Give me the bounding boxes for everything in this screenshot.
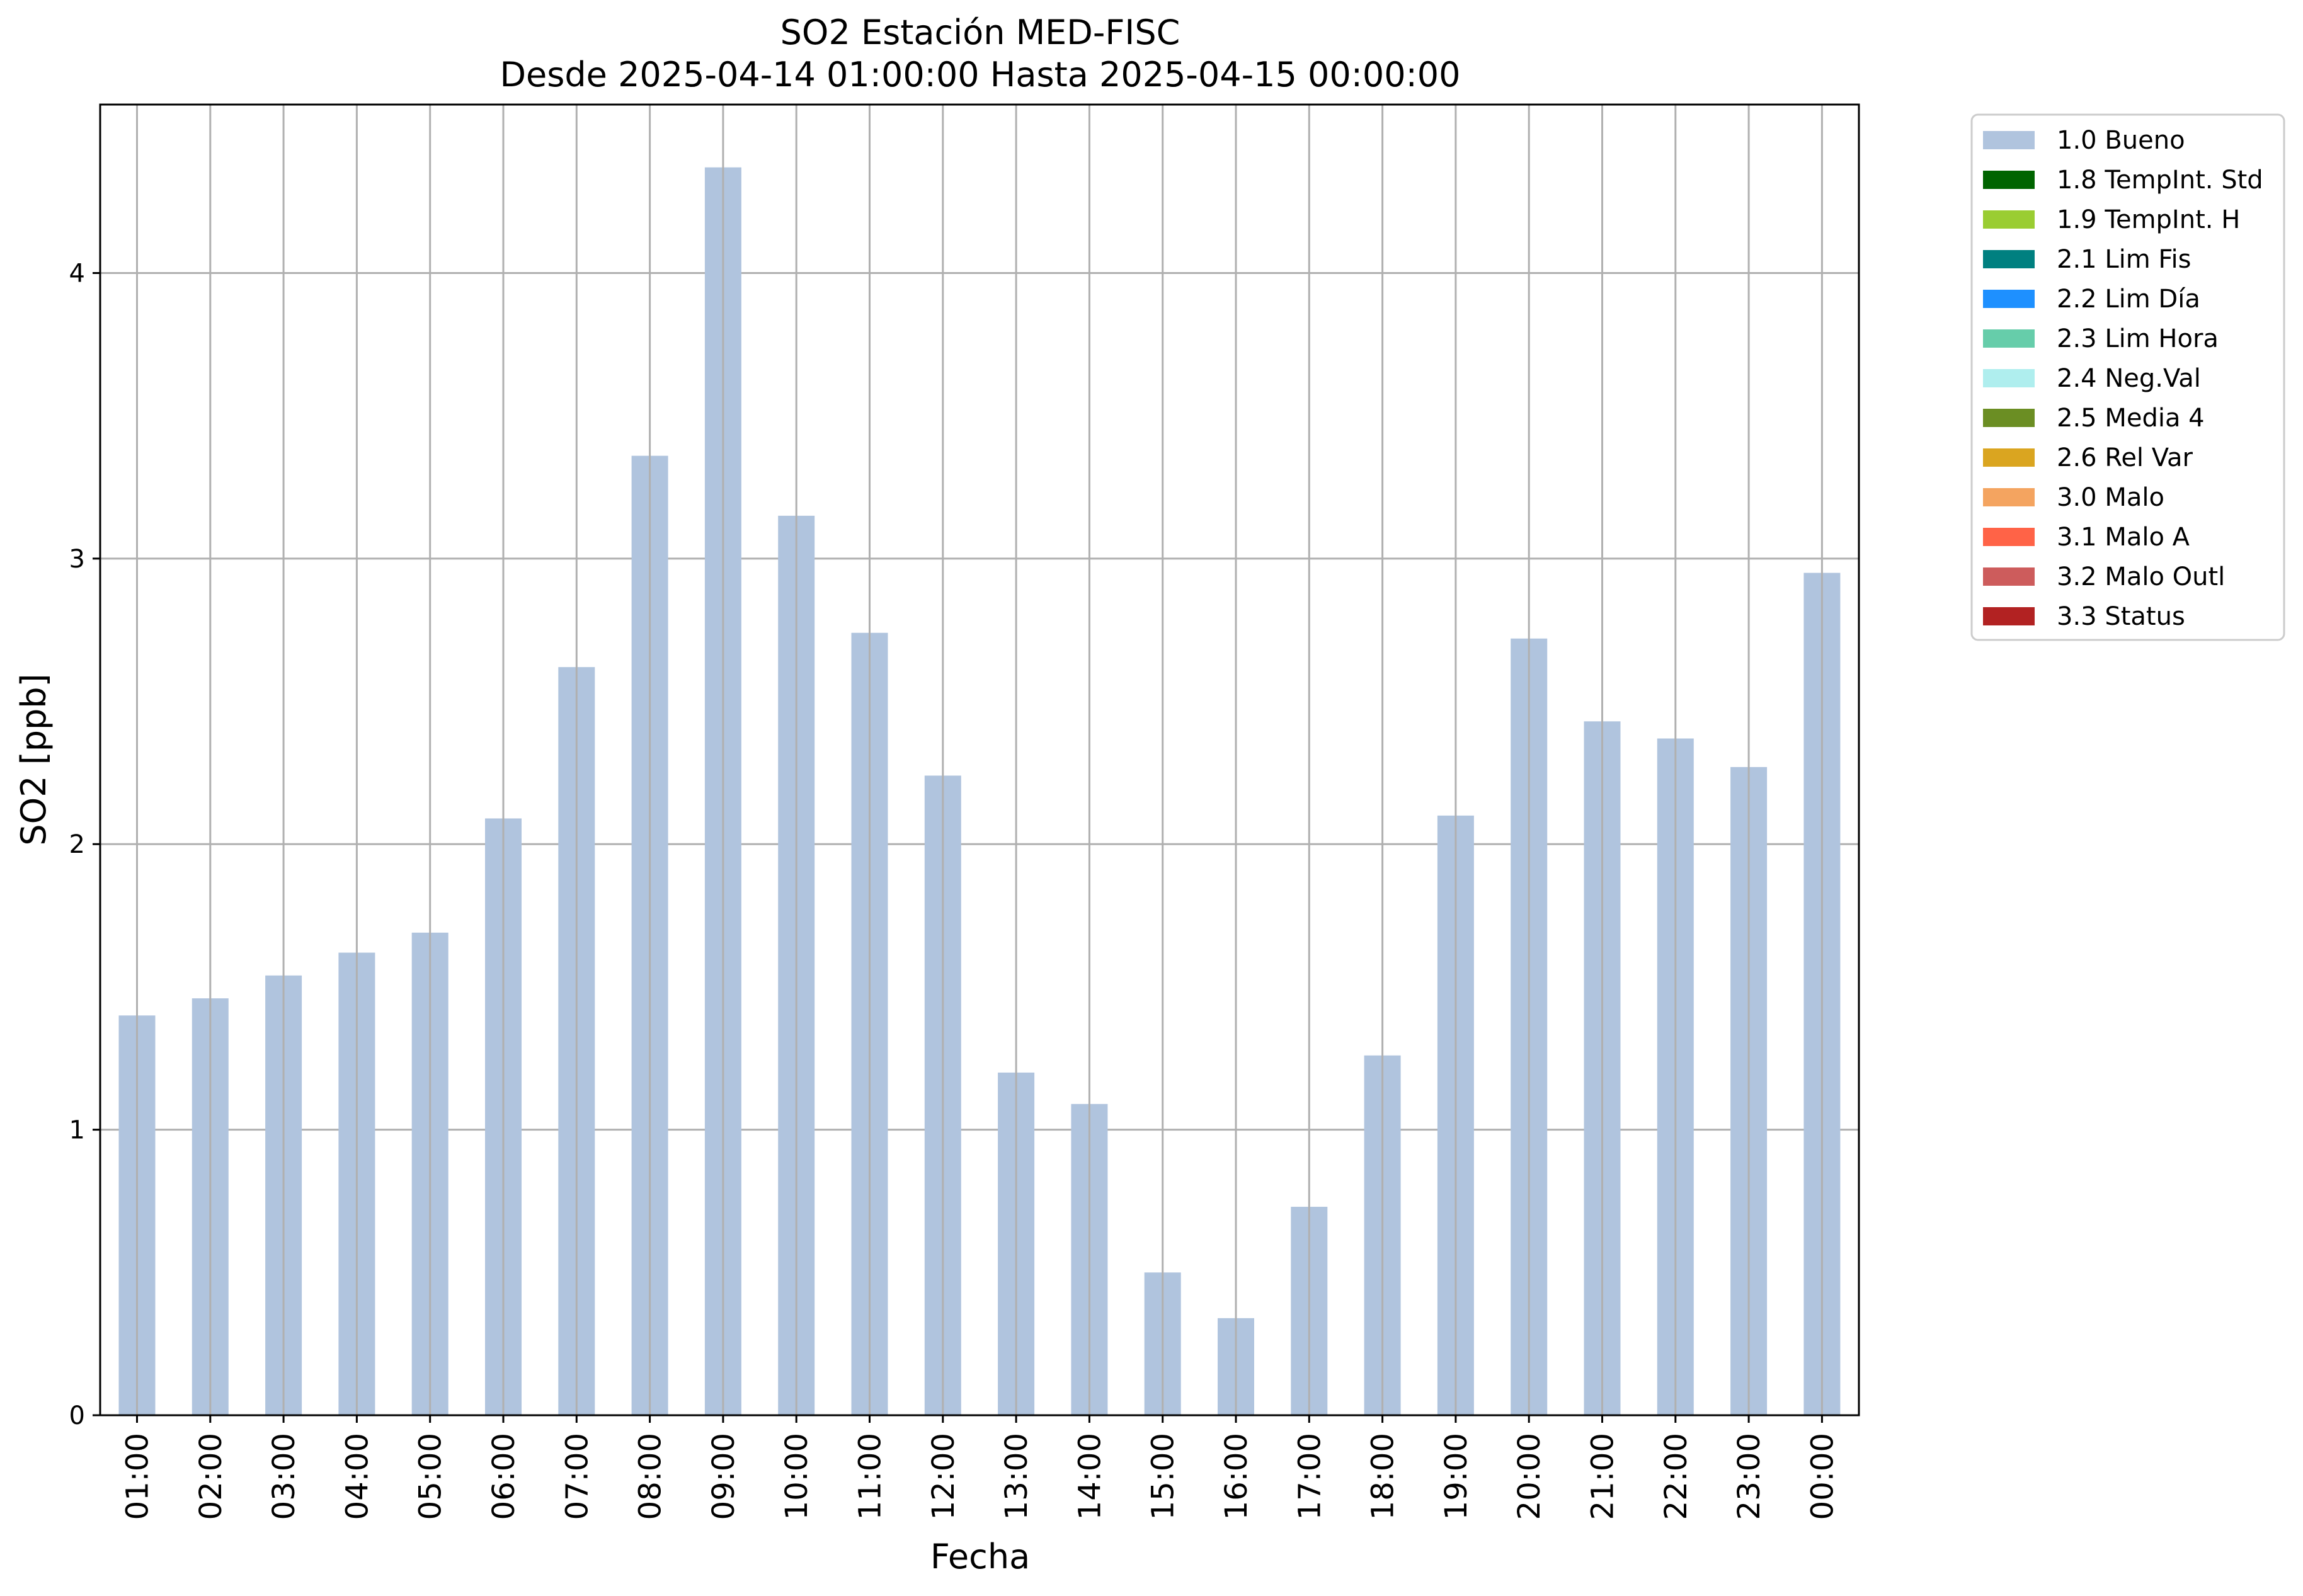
legend-label: 2.5 Media 4 bbox=[2057, 404, 2205, 433]
legend-label: 1.0 Bueno bbox=[2057, 126, 2185, 155]
legend-swatch bbox=[1983, 448, 2035, 467]
legend-swatch bbox=[1983, 250, 2035, 268]
y-axis-label: SO2 [ppb] bbox=[14, 673, 54, 845]
legend-swatch bbox=[1983, 171, 2035, 189]
y-tick-label: 1 bbox=[69, 1116, 85, 1145]
x-tick-label: 00:00 bbox=[1805, 1433, 1840, 1520]
x-tick-label: 02:00 bbox=[193, 1433, 229, 1520]
legend-label: 2.4 Neg.Val bbox=[2057, 364, 2201, 393]
y-tick-label: 3 bbox=[69, 545, 85, 574]
legend-swatch bbox=[1983, 369, 2035, 387]
x-tick-label: 13:00 bbox=[999, 1433, 1034, 1520]
legend-label: 3.2 Malo Outl bbox=[2057, 562, 2225, 591]
legend: 1.0 Bueno 1.8 TempInt. Std 1.9 TempInt. H 2… bbox=[1970, 113, 2285, 641]
x-tick-label: 16:00 bbox=[1219, 1433, 1254, 1520]
y-tick-label: 0 bbox=[69, 1401, 85, 1430]
x-tick-label: 12:00 bbox=[926, 1433, 961, 1520]
x-tick-label: 23:00 bbox=[1732, 1433, 1767, 1520]
x-tick-label: 03:00 bbox=[266, 1433, 302, 1520]
legend-label: 2.3 Lim Hora bbox=[2057, 324, 2219, 353]
legend-swatch bbox=[1983, 131, 2035, 149]
x-tick-label: 07:00 bbox=[559, 1433, 595, 1520]
x-tick-label: 09:00 bbox=[706, 1433, 741, 1520]
x-tick-label: 22:00 bbox=[1659, 1433, 1694, 1520]
legend-label: 1.9 TempInt. H bbox=[2057, 205, 2240, 234]
x-tick-label: 11:00 bbox=[853, 1433, 888, 1520]
x-tick-label: 15:00 bbox=[1146, 1433, 1181, 1520]
legend-box bbox=[1970, 113, 2285, 641]
legend-label: 3.1 Malo A bbox=[2057, 523, 2190, 552]
x-tick-label: 04:00 bbox=[340, 1433, 375, 1520]
x-tick-label: 05:00 bbox=[413, 1433, 449, 1520]
x-tick-label: 10:00 bbox=[779, 1433, 814, 1520]
x-tick-label: 19:00 bbox=[1439, 1433, 1474, 1520]
legend-swatch bbox=[1983, 567, 2035, 586]
legend-swatch bbox=[1983, 329, 2035, 348]
legend-label: 3.3 Status bbox=[2057, 602, 2185, 631]
x-tick-label: 17:00 bbox=[1292, 1433, 1327, 1520]
chart-title: SO2 Estación MED-FISC bbox=[780, 13, 1180, 52]
x-tick-label: 06:00 bbox=[486, 1433, 522, 1520]
x-tick-label: 18:00 bbox=[1366, 1433, 1401, 1520]
legend-swatch bbox=[1983, 528, 2035, 546]
x-tick-label: 08:00 bbox=[633, 1433, 668, 1520]
plot-area-frame bbox=[99, 103, 1860, 1416]
x-tick-label: 20:00 bbox=[1512, 1433, 1547, 1520]
legend-label: 2.6 Rel Var bbox=[2057, 443, 2193, 472]
x-grid-lines bbox=[136, 105, 1823, 1415]
chart-subtitle: Desde 2025-04-14 01:00:00 Hasta 2025-04-… bbox=[500, 55, 1460, 94]
legend-label: 2.2 Lim Día bbox=[2057, 285, 2200, 314]
legend-swatch bbox=[1983, 488, 2035, 506]
x-tick-label: 14:00 bbox=[1072, 1433, 1107, 1520]
y-tick-label: 4 bbox=[69, 259, 85, 288]
legend-swatch bbox=[1983, 607, 2035, 625]
legend-swatch bbox=[1983, 409, 2035, 427]
y-tick-label: 2 bbox=[69, 830, 85, 859]
x-axis-label: Fecha bbox=[930, 1537, 1030, 1576]
bars bbox=[118, 167, 1841, 1416]
legend-label: 2.1 Lim Fis bbox=[2057, 245, 2191, 274]
x-tick-label: 21:00 bbox=[1586, 1433, 1621, 1520]
legend-label: 1.8 TempInt. Std bbox=[2057, 166, 2263, 195]
legend-swatch bbox=[1983, 290, 2035, 308]
y-axis-ticks: 0 1 2 3 4 bbox=[69, 259, 100, 1430]
legend-label: 3.0 Malo bbox=[2057, 483, 2164, 512]
legend-swatch bbox=[1983, 210, 2035, 229]
x-tick-label: 01:00 bbox=[120, 1433, 156, 1520]
x-axis-ticks: 01:00 02:00 03:00 04:00 05:00 06:00 07:00 08:00… bbox=[120, 1415, 1840, 1520]
